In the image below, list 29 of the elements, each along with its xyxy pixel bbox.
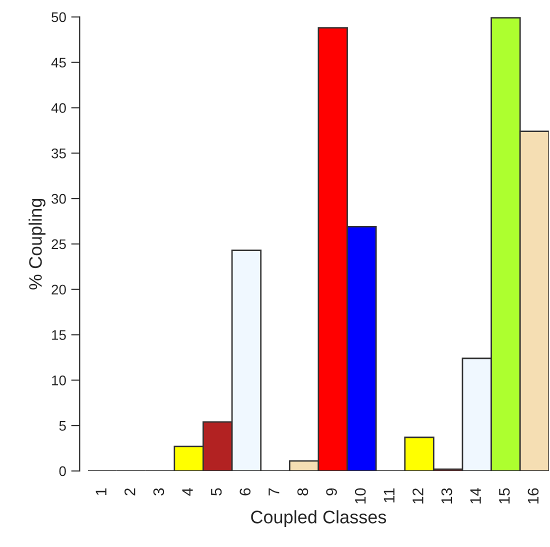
x-tick-label: 2 <box>124 488 136 496</box>
y-tick-label: 5 <box>59 421 66 431</box>
y-axis-title: % Coupling <box>28 198 46 290</box>
x-tick-label: 15 <box>499 488 510 504</box>
x-tick-label: 8 <box>297 488 308 496</box>
y-tick-label: 20 <box>52 284 66 295</box>
x-axis-title: Coupled Classes <box>251 510 386 528</box>
y-tick-label: 35 <box>52 148 66 158</box>
x-tick-label: 7 <box>268 488 280 496</box>
x-tick-label: 13 <box>441 488 452 504</box>
y-tick-label: 0 <box>59 466 66 476</box>
x-tick-label: 14 <box>470 488 481 504</box>
x-tick-label: 1 <box>96 488 106 495</box>
x-tick-label: 12 <box>412 488 424 504</box>
x-tick-label: 5 <box>211 488 222 496</box>
y-tick-label: 10 <box>52 376 66 386</box>
x-tick-label: 6 <box>240 488 251 496</box>
y-tick-label: 50 <box>52 12 66 22</box>
y-tick-label: 40 <box>51 103 66 113</box>
x-tick-label: 16 <box>528 488 539 504</box>
y-tick-label: 15 <box>52 330 66 340</box>
x-tick-label: 4 <box>182 488 193 496</box>
x-tick-label: 3 <box>153 488 164 496</box>
x-tick-label: 10 <box>354 488 366 504</box>
y-tick-label: 30 <box>52 194 66 204</box>
y-tick-label: 25 <box>52 239 66 250</box>
x-tick-label: 9 <box>326 488 337 496</box>
y-tick-label: 45 <box>51 58 66 68</box>
x-tick-label: 11 <box>384 488 394 502</box>
